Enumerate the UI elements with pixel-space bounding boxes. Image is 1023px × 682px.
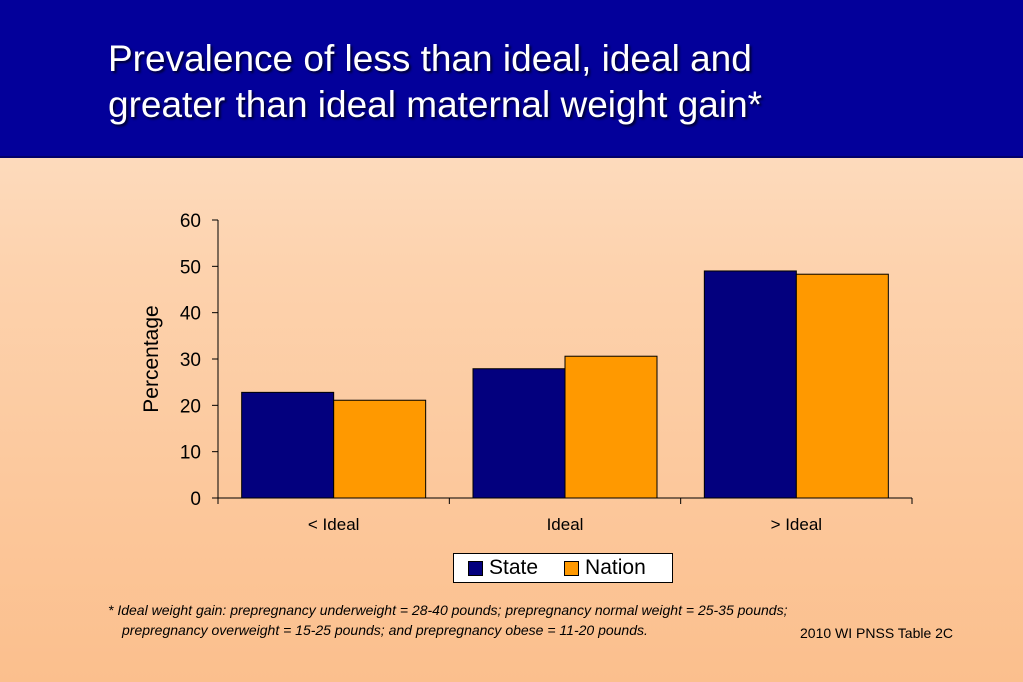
slide-title-line-1: Prevalence of less than ideal, ideal and <box>108 38 752 79</box>
slide-title-line-2: greater than ideal maternal weight gain* <box>108 84 763 125</box>
y-tick-label: 20 <box>180 396 201 417</box>
y-tick-label: 40 <box>180 304 201 325</box>
y-tick-label: 0 <box>190 489 201 510</box>
footnote-line-1: * Ideal weight gain: prepregnancy underw… <box>108 602 788 618</box>
chart-legend: State Nation <box>453 553 673 583</box>
legend-item-nation: Nation <box>564 556 646 580</box>
footnote-line-2: prepregnancy overweight = 15-25 pounds; … <box>122 622 648 638</box>
y-tick-label: 50 <box>180 257 201 278</box>
legend-swatch-nation <box>564 560 580 576</box>
bar-nation-0 <box>333 399 427 499</box>
source-note: 2010 WI PNSS Table 2C <box>800 625 954 641</box>
legend-label-nation: Nation <box>585 556 646 579</box>
bar-state-2 <box>703 270 797 499</box>
title-bar: Prevalence of less than ideal, ideal and… <box>0 0 1023 158</box>
y-tick-label: 60 <box>180 211 201 232</box>
bar-state-1 <box>472 368 566 499</box>
legend-label-state: State <box>489 556 539 579</box>
y-tick-label: 30 <box>180 350 201 371</box>
legend-swatch-state <box>468 560 483 576</box>
footnote: * Ideal weight gain: prepregnancy underw… <box>108 600 868 640</box>
y-tick-label: 10 <box>180 443 201 464</box>
legend-item-state: State <box>468 556 538 580</box>
y-axis-label: Percentage <box>140 305 163 412</box>
slide-title: Prevalence of less than ideal, ideal and… <box>108 36 988 128</box>
bar-state-0 <box>241 391 335 499</box>
bar-nation-1 <box>564 355 658 499</box>
x-tick-label: Ideal <box>547 515 584 534</box>
bar-nation-2 <box>795 273 889 499</box>
x-tick-label: < Ideal <box>308 515 360 534</box>
x-tick-label: > Ideal <box>771 515 823 534</box>
